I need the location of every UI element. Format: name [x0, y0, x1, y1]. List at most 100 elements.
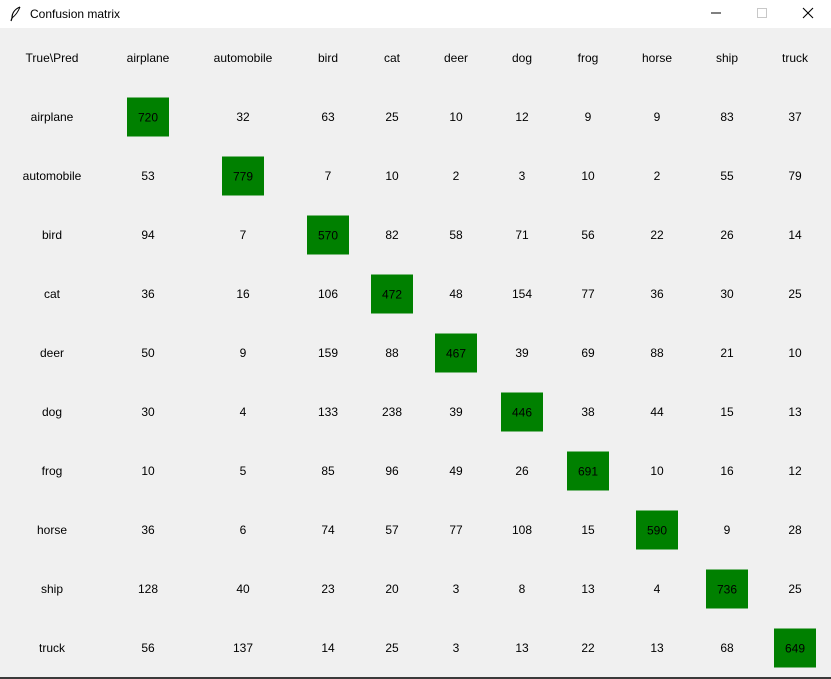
row-header-horse: horse [36, 523, 68, 537]
diagonal-cell: 472 [371, 274, 413, 314]
diagonal-cell: 779 [222, 156, 264, 196]
row-header-airplane: airplane [30, 110, 74, 124]
row-header-deer: deer [39, 346, 65, 360]
cell-value: 77 [581, 287, 595, 301]
cell-value: 2 [653, 169, 661, 183]
cell-value: 71 [515, 228, 529, 242]
diagonal-cell: 570 [307, 215, 349, 255]
corner-header: True\Pred [25, 51, 79, 65]
cell-value: 13 [581, 582, 595, 596]
cell-value: 20 [385, 582, 399, 596]
diagonal-cell: 736 [706, 569, 748, 609]
window-bottom-border [0, 677, 831, 679]
column-header-horse: horse [641, 51, 673, 65]
cell-value: 25 [385, 641, 399, 655]
column-header-truck: truck [781, 51, 809, 65]
cell-value: 77 [449, 523, 463, 537]
cell-value: 106 [317, 287, 339, 301]
diagonal-cell: 649 [774, 628, 816, 668]
cell-value: 446 [511, 405, 533, 419]
cell-value: 56 [141, 641, 155, 655]
cell-value: 16 [236, 287, 250, 301]
column-header-deer: deer [443, 51, 469, 65]
cell-value: 56 [581, 228, 595, 242]
cell-value: 159 [317, 346, 339, 360]
maximize-button[interactable] [739, 0, 785, 28]
title-bar: Confusion matrix [0, 0, 831, 28]
close-button[interactable] [785, 0, 831, 28]
cell-value: 9 [653, 110, 661, 124]
cell-value: 10 [788, 346, 802, 360]
cell-value: 137 [232, 641, 254, 655]
cell-value: 10 [385, 169, 399, 183]
cell-value: 14 [321, 641, 335, 655]
cell-value: 63 [321, 110, 335, 124]
cell-value: 79 [788, 169, 802, 183]
cell-value: 10 [650, 464, 664, 478]
cell-value: 3 [452, 641, 460, 655]
cell-value: 9 [584, 110, 592, 124]
column-header-airplane: airplane [126, 51, 170, 65]
cell-value: 8 [518, 582, 526, 596]
cell-value: 96 [385, 464, 399, 478]
row-header-truck: truck [38, 641, 66, 655]
cell-value: 82 [385, 228, 399, 242]
window-title: Confusion matrix [30, 7, 121, 21]
cell-value: 12 [515, 110, 529, 124]
maximize-icon [756, 7, 768, 22]
confusion-matrix-grid: True\Pred airplane automobile bird cat deer do… [0, 28, 831, 677]
cell-value: 5 [239, 464, 247, 478]
cell-value: 779 [232, 169, 254, 183]
cell-value: 26 [515, 464, 529, 478]
cell-value: 736 [716, 582, 738, 596]
cell-value: 50 [141, 346, 155, 360]
cell-value: 53 [141, 169, 155, 183]
cell-value: 57 [385, 523, 399, 537]
cell-value: 39 [515, 346, 529, 360]
cell-value: 15 [581, 523, 595, 537]
row-header-dog: dog [41, 405, 63, 419]
column-header-frog: frog [577, 51, 599, 65]
cell-value: 28 [788, 523, 802, 537]
cell-value: 94 [141, 228, 155, 242]
cell-value: 22 [581, 641, 595, 655]
cell-value: 4 [653, 582, 661, 596]
cell-value: 13 [515, 641, 529, 655]
row-header-frog: frog [41, 464, 63, 478]
cell-value: 2 [452, 169, 460, 183]
cell-value: 88 [385, 346, 399, 360]
cell-value: 36 [141, 287, 155, 301]
cell-value: 25 [788, 582, 802, 596]
diagonal-cell: 720 [127, 97, 169, 137]
cell-value: 691 [577, 464, 599, 478]
minimize-button[interactable] [693, 0, 739, 28]
cell-value: 12 [788, 464, 802, 478]
cell-value: 88 [650, 346, 664, 360]
cell-value: 26 [720, 228, 734, 242]
cell-value: 154 [511, 287, 533, 301]
cell-value: 36 [141, 523, 155, 537]
cell-value: 7 [324, 169, 332, 183]
column-header-ship: ship [715, 51, 739, 65]
minimize-icon [710, 7, 722, 22]
row-header-automobile: automobile [22, 169, 82, 183]
column-header-bird: bird [317, 51, 339, 65]
cell-value: 44 [650, 405, 664, 419]
cell-value: 32 [236, 110, 250, 124]
cell-value: 23 [321, 582, 335, 596]
row-header-ship: ship [40, 582, 64, 596]
column-header-dog: dog [511, 51, 533, 65]
cell-value: 49 [449, 464, 463, 478]
cell-value: 25 [788, 287, 802, 301]
cell-value: 3 [452, 582, 460, 596]
cell-value: 58 [449, 228, 463, 242]
cell-value: 9 [239, 346, 247, 360]
cell-value: 4 [239, 405, 247, 419]
cell-value: 590 [646, 523, 668, 537]
cell-value: 3 [518, 169, 526, 183]
diagonal-cell: 446 [501, 392, 543, 432]
column-header-automobile: automobile [213, 51, 273, 65]
cell-value: 38 [581, 405, 595, 419]
cell-value: 39 [449, 405, 463, 419]
cell-value: 570 [317, 228, 339, 242]
